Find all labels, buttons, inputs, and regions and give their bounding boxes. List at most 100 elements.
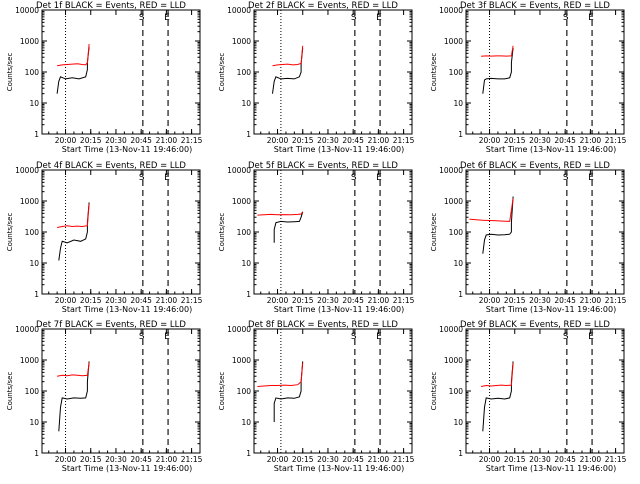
- marker-label: S: [139, 13, 145, 23]
- detector-panel: Det 2f BLACK = Events, RED = LLD 1 10 100 10…: [218, 1, 415, 154]
- x-tick-label: 20:15: [292, 455, 314, 464]
- marker-label: E: [164, 13, 170, 23]
- y-tick-label: 10000: [227, 325, 251, 334]
- x-tick-label: 21:15: [181, 455, 203, 464]
- detector-panel: Det 1f BLACK = Events, RED = LLD 1 10 100 10…: [6, 1, 203, 154]
- marker-label: S: [351, 173, 357, 183]
- x-tick-label: 20:15: [504, 296, 526, 305]
- y-tick-label: 10000: [439, 6, 463, 15]
- x-tick-label: 20:30: [317, 296, 339, 305]
- x-tick-label: 20:45: [342, 455, 364, 464]
- y-tick-label: 10000: [15, 325, 39, 334]
- y-axis-label: Counts/sec: [218, 372, 226, 411]
- y-axis-label: Counts/sec: [6, 53, 14, 92]
- x-tick-label: 20:00: [267, 296, 289, 305]
- marker-label: E: [588, 13, 594, 23]
- y-tick-label: 10: [241, 99, 251, 108]
- y-tick-label: 10000: [15, 166, 39, 175]
- y-tick-label: 100: [449, 68, 464, 77]
- y-tick-label: 1: [458, 449, 463, 458]
- x-tick-label: 20:00: [55, 136, 77, 145]
- x-tick-label: 21:00: [156, 296, 178, 305]
- lld-series-line: [57, 203, 90, 228]
- panel-title: Det 3f BLACK = Events, RED = LLD: [460, 1, 610, 11]
- detector-panel: Det 5f BLACK = Events, RED = LLD 1 10 100 10…: [218, 161, 415, 314]
- x-tick-label: 20:00: [479, 136, 501, 145]
- x-tick-label: 21:15: [605, 136, 627, 145]
- y-tick-label: 1: [246, 449, 251, 458]
- x-tick-label: 20:30: [317, 136, 339, 145]
- detector-panel: Det 8f BLACK = Events, RED = LLD 1 10 100 10…: [218, 320, 415, 473]
- x-tick-label: 20:00: [479, 296, 501, 305]
- panel-title: Det 6f BLACK = Events, RED = LLD: [460, 161, 610, 171]
- y-tick-label: 10000: [227, 6, 251, 15]
- y-tick-label: 1000: [444, 37, 463, 46]
- y-tick-label: 10000: [227, 166, 251, 175]
- y-tick-label: 1: [34, 290, 39, 299]
- x-axis-label: Start Time (13-Nov-11 19:46:00): [486, 305, 616, 314]
- y-tick-label: 10: [453, 99, 463, 108]
- events-series-line: [273, 361, 304, 422]
- marker-label: E: [376, 173, 382, 183]
- x-tick-label: 21:00: [580, 296, 602, 305]
- events-series-line: [482, 47, 514, 94]
- y-tick-label: 1000: [232, 37, 251, 46]
- y-tick-label: 10000: [15, 6, 39, 15]
- y-tick-label: 1000: [20, 37, 39, 46]
- y-tick-label: 1000: [232, 197, 251, 206]
- y-tick-label: 1000: [444, 197, 463, 206]
- x-tick-label: 20:45: [130, 296, 152, 305]
- x-axis-label: Start Time (13-Nov-11 19:46:00): [62, 305, 192, 314]
- x-tick-label: 20:30: [529, 296, 551, 305]
- y-tick-label: 1: [458, 290, 463, 299]
- x-tick-label: 20:15: [292, 296, 314, 305]
- y-tick-label: 10: [29, 259, 39, 268]
- x-tick-label: 20:15: [80, 136, 102, 145]
- x-tick-label: 20:45: [554, 455, 576, 464]
- y-tick-label: 10: [29, 99, 39, 108]
- x-tick-label: 20:15: [80, 296, 102, 305]
- lld-series-line: [257, 362, 304, 387]
- plot-frame: [253, 9, 413, 135]
- marker-label: S: [563, 173, 569, 183]
- y-tick-label: 100: [449, 228, 464, 237]
- y-tick-label: 1000: [20, 356, 39, 365]
- y-axis-label: Counts/sec: [430, 372, 438, 411]
- panel-title: Det 9f BLACK = Events, RED = LLD: [460, 320, 610, 330]
- x-tick-label: 21:15: [393, 296, 415, 305]
- y-tick-label: 1000: [232, 356, 251, 365]
- y-tick-label: 100: [237, 228, 252, 237]
- y-axis-label: Counts/sec: [218, 53, 226, 92]
- events-series-line: [272, 47, 304, 94]
- x-tick-label: 20:15: [292, 136, 314, 145]
- y-axis-label: Counts/sec: [430, 53, 438, 92]
- detector-panel: Det 4f BLACK = Events, RED = LLD 1 10 100 10…: [6, 161, 203, 314]
- y-tick-label: 10: [29, 418, 39, 427]
- detector-panel: Det 9f BLACK = Events, RED = LLD 1 10 100 10…: [430, 320, 627, 473]
- x-tick-label: 20:30: [317, 455, 339, 464]
- detector-panel: Det 7f BLACK = Events, RED = LLD 1 10 100 10…: [6, 320, 203, 473]
- marker-label: E: [376, 13, 382, 23]
- lld-series-line: [481, 45, 514, 57]
- panel-title: Det 8f BLACK = Events, RED = LLD: [248, 320, 398, 330]
- y-axis-label: Counts/sec: [218, 213, 226, 252]
- lld-series-line: [57, 43, 90, 67]
- events-series-line: [273, 211, 304, 243]
- x-tick-label: 20:30: [105, 296, 127, 305]
- y-tick-label: 100: [237, 68, 252, 77]
- x-axis-label: Start Time (13-Nov-11 19:46:00): [486, 145, 616, 154]
- x-tick-label: 21:00: [368, 455, 390, 464]
- y-tick-label: 100: [449, 387, 464, 396]
- marker-label: E: [164, 173, 170, 183]
- x-tick-label: 21:00: [580, 455, 602, 464]
- x-tick-label: 20:00: [267, 136, 289, 145]
- y-tick-label: 1: [246, 290, 251, 299]
- x-tick-label: 21:00: [368, 296, 390, 305]
- y-axis-label: Counts/sec: [430, 213, 438, 252]
- plot-frame: [253, 328, 413, 454]
- y-tick-label: 1000: [444, 356, 463, 365]
- x-tick-label: 21:00: [368, 136, 390, 145]
- x-tick-label: 20:00: [55, 296, 77, 305]
